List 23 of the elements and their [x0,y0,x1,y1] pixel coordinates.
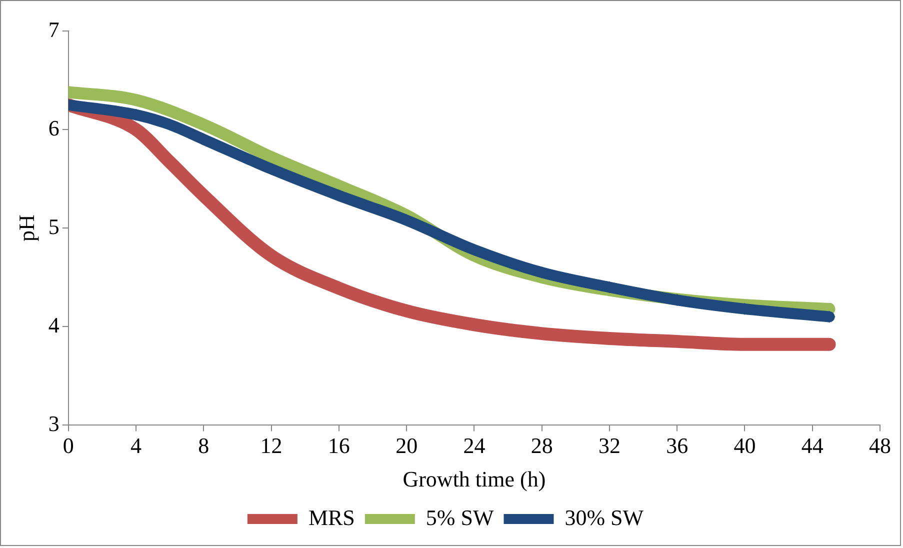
x-tick-label: 48 [869,433,891,458]
y-axis-title: pH [14,214,39,242]
legend-label: 30% SW [564,504,644,530]
x-tick-label: 16 [328,433,350,458]
y-tick-label: 3 [48,410,60,436]
x-tick-label: 12 [260,433,282,458]
x-tick-label: 40 [734,433,756,458]
x-axis-title: Growth time (h) [402,466,546,492]
y-tick-label: 5 [48,214,60,239]
x-tick-label: 44 [801,433,824,458]
x-tick-label: 8 [198,433,210,458]
y-tick-label: 6 [48,115,60,140]
x-tick-label: 4 [130,433,142,458]
x-tick-label: 32 [598,433,620,458]
x-tick-label: 24 [463,433,486,458]
y-tick-label: 4 [48,312,60,338]
x-tick-label: 28 [530,433,553,458]
legend-label: MRS [308,504,355,530]
x-tick-label: 0 [62,433,74,458]
x-tick-label: 36 [666,433,688,458]
legend-label: 5% SW [426,504,494,530]
x-tick-label: 20 [396,433,418,458]
y-tick-label: 7 [48,16,60,42]
